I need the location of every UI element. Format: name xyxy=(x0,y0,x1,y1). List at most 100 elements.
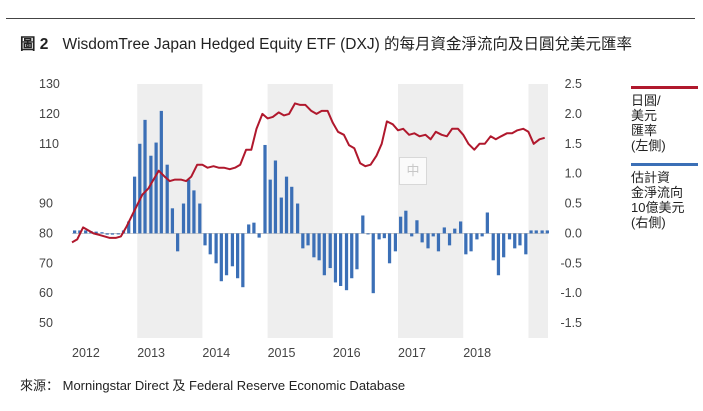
left-tick-label: 70 xyxy=(39,256,53,270)
flow-bar xyxy=(355,233,359,270)
x-axis-labels: 2012 2013 2014 2015 2016 2017 2018 xyxy=(72,346,491,360)
flow-bar xyxy=(436,233,441,252)
flow-bar xyxy=(198,203,202,234)
flow-bar xyxy=(469,233,473,252)
flow-bar xyxy=(149,155,153,234)
flow-bar xyxy=(165,164,169,234)
flow-bar xyxy=(263,144,267,234)
flow-bar xyxy=(312,233,316,258)
flow-bar xyxy=(344,233,349,291)
flow-bar xyxy=(72,230,77,234)
flow-bar xyxy=(415,220,419,234)
flow-bar xyxy=(181,203,186,234)
figure-number: 圖 2 xyxy=(20,36,49,53)
right-tick-label: 0.5 xyxy=(565,197,582,211)
flow-bar xyxy=(247,224,251,234)
figure-title-text: WisdomTree Japan Hedged Equity ETF (DXJ)… xyxy=(62,36,633,53)
flow-bar xyxy=(214,233,218,264)
flow-bar xyxy=(491,233,495,261)
figure-title: 圖 2 WisdomTree Japan Hedged Equity ETF (D… xyxy=(20,32,632,54)
flow-bar xyxy=(545,230,549,234)
flow-bar xyxy=(399,216,403,234)
left-tick-label: 50 xyxy=(39,316,53,330)
flow-bar xyxy=(236,233,240,279)
source-note: 來源： Morningstar Direct 及 Federal Reserve… xyxy=(20,378,406,393)
flow-bar xyxy=(268,179,272,234)
flow-bar xyxy=(279,197,283,234)
shaded-year-band xyxy=(267,84,333,338)
right-tick-label: -1.5 xyxy=(560,316,582,330)
flow-bar xyxy=(410,233,414,237)
flow-bar xyxy=(513,233,517,249)
flow-bar xyxy=(339,233,343,287)
left-tick-label: 130 xyxy=(39,77,60,91)
flow-bar xyxy=(453,228,457,234)
flow-bar xyxy=(290,186,294,234)
flow-bar xyxy=(382,233,386,239)
flow-bars xyxy=(72,110,549,294)
shaded-year-band xyxy=(528,84,548,338)
flow-bar xyxy=(301,233,305,249)
flow-bar xyxy=(143,119,147,234)
flow-bar xyxy=(219,233,223,282)
flow-bar xyxy=(257,233,261,238)
right-tick-label: 2.5 xyxy=(565,77,582,91)
flow-bar xyxy=(371,233,375,294)
flow-bar xyxy=(317,233,321,261)
legend-flow-label: 估計資 金淨流向 10億美元 (右側) xyxy=(631,170,685,230)
flow-bar xyxy=(496,233,501,276)
flow-bar xyxy=(534,230,538,234)
right-tick-label: 0.0 xyxy=(565,226,582,240)
flow-bar xyxy=(459,221,463,234)
flow-bar xyxy=(464,233,468,255)
flow-bar xyxy=(273,160,278,234)
watermark-badge: 中 xyxy=(399,157,427,185)
left-tick-label: 110 xyxy=(39,137,59,151)
flow-bar xyxy=(377,233,381,240)
flow-bar xyxy=(524,233,528,255)
x-tick-label: 2013 xyxy=(137,346,165,360)
shaded-year-band xyxy=(137,84,203,338)
left-tick-label: 90 xyxy=(39,197,53,211)
legend-fx-swatch xyxy=(631,86,698,89)
left-tick-label: 60 xyxy=(39,286,53,300)
flow-bar xyxy=(507,233,512,240)
right-tick-label: 2.0 xyxy=(565,107,582,121)
fx-line-group xyxy=(71,102,545,244)
legend-flow: 估計資 金淨流向 10億美元 (右側) xyxy=(631,163,698,230)
right-tick-label: -0.5 xyxy=(560,256,582,270)
flow-bar xyxy=(420,233,424,243)
x-tick-label: 2015 xyxy=(268,346,296,360)
chart: 130 120 110 90 80 70 60 50 2.5 2.0 1.5 1.0 0.5 0.0 -0… xyxy=(39,77,582,360)
flow-bar xyxy=(387,233,392,264)
flow-bar xyxy=(230,233,235,267)
flow-bar xyxy=(540,230,544,234)
flow-bar xyxy=(127,221,131,234)
flow-bar xyxy=(132,176,137,234)
flow-bar xyxy=(306,233,310,246)
shaded-bands xyxy=(137,84,548,338)
left-axis-ticks: 130 120 110 90 80 70 60 50 xyxy=(39,77,60,330)
top-rule xyxy=(6,18,695,19)
flow-bar xyxy=(116,233,120,235)
flow-bar xyxy=(208,233,212,255)
right-tick-label: 1.5 xyxy=(565,137,582,151)
flow-bar xyxy=(94,231,98,234)
flow-bar xyxy=(241,233,245,288)
flow-bar xyxy=(328,233,332,269)
flow-bar xyxy=(176,233,180,252)
legend-flow-swatch xyxy=(631,163,698,166)
flow-bar xyxy=(84,230,88,234)
x-tick-label: 2012 xyxy=(72,346,100,360)
fx-line xyxy=(71,102,545,244)
left-tick-label: 120 xyxy=(39,107,60,121)
flow-bar xyxy=(518,233,522,246)
flow-bar xyxy=(295,203,300,234)
flow-bar xyxy=(447,233,452,246)
flow-bar xyxy=(485,212,489,234)
flow-bar xyxy=(192,190,196,234)
flow-bar xyxy=(442,227,446,234)
flow-bar xyxy=(366,233,370,235)
flow-bar xyxy=(224,233,229,276)
flow-bar xyxy=(529,230,533,234)
